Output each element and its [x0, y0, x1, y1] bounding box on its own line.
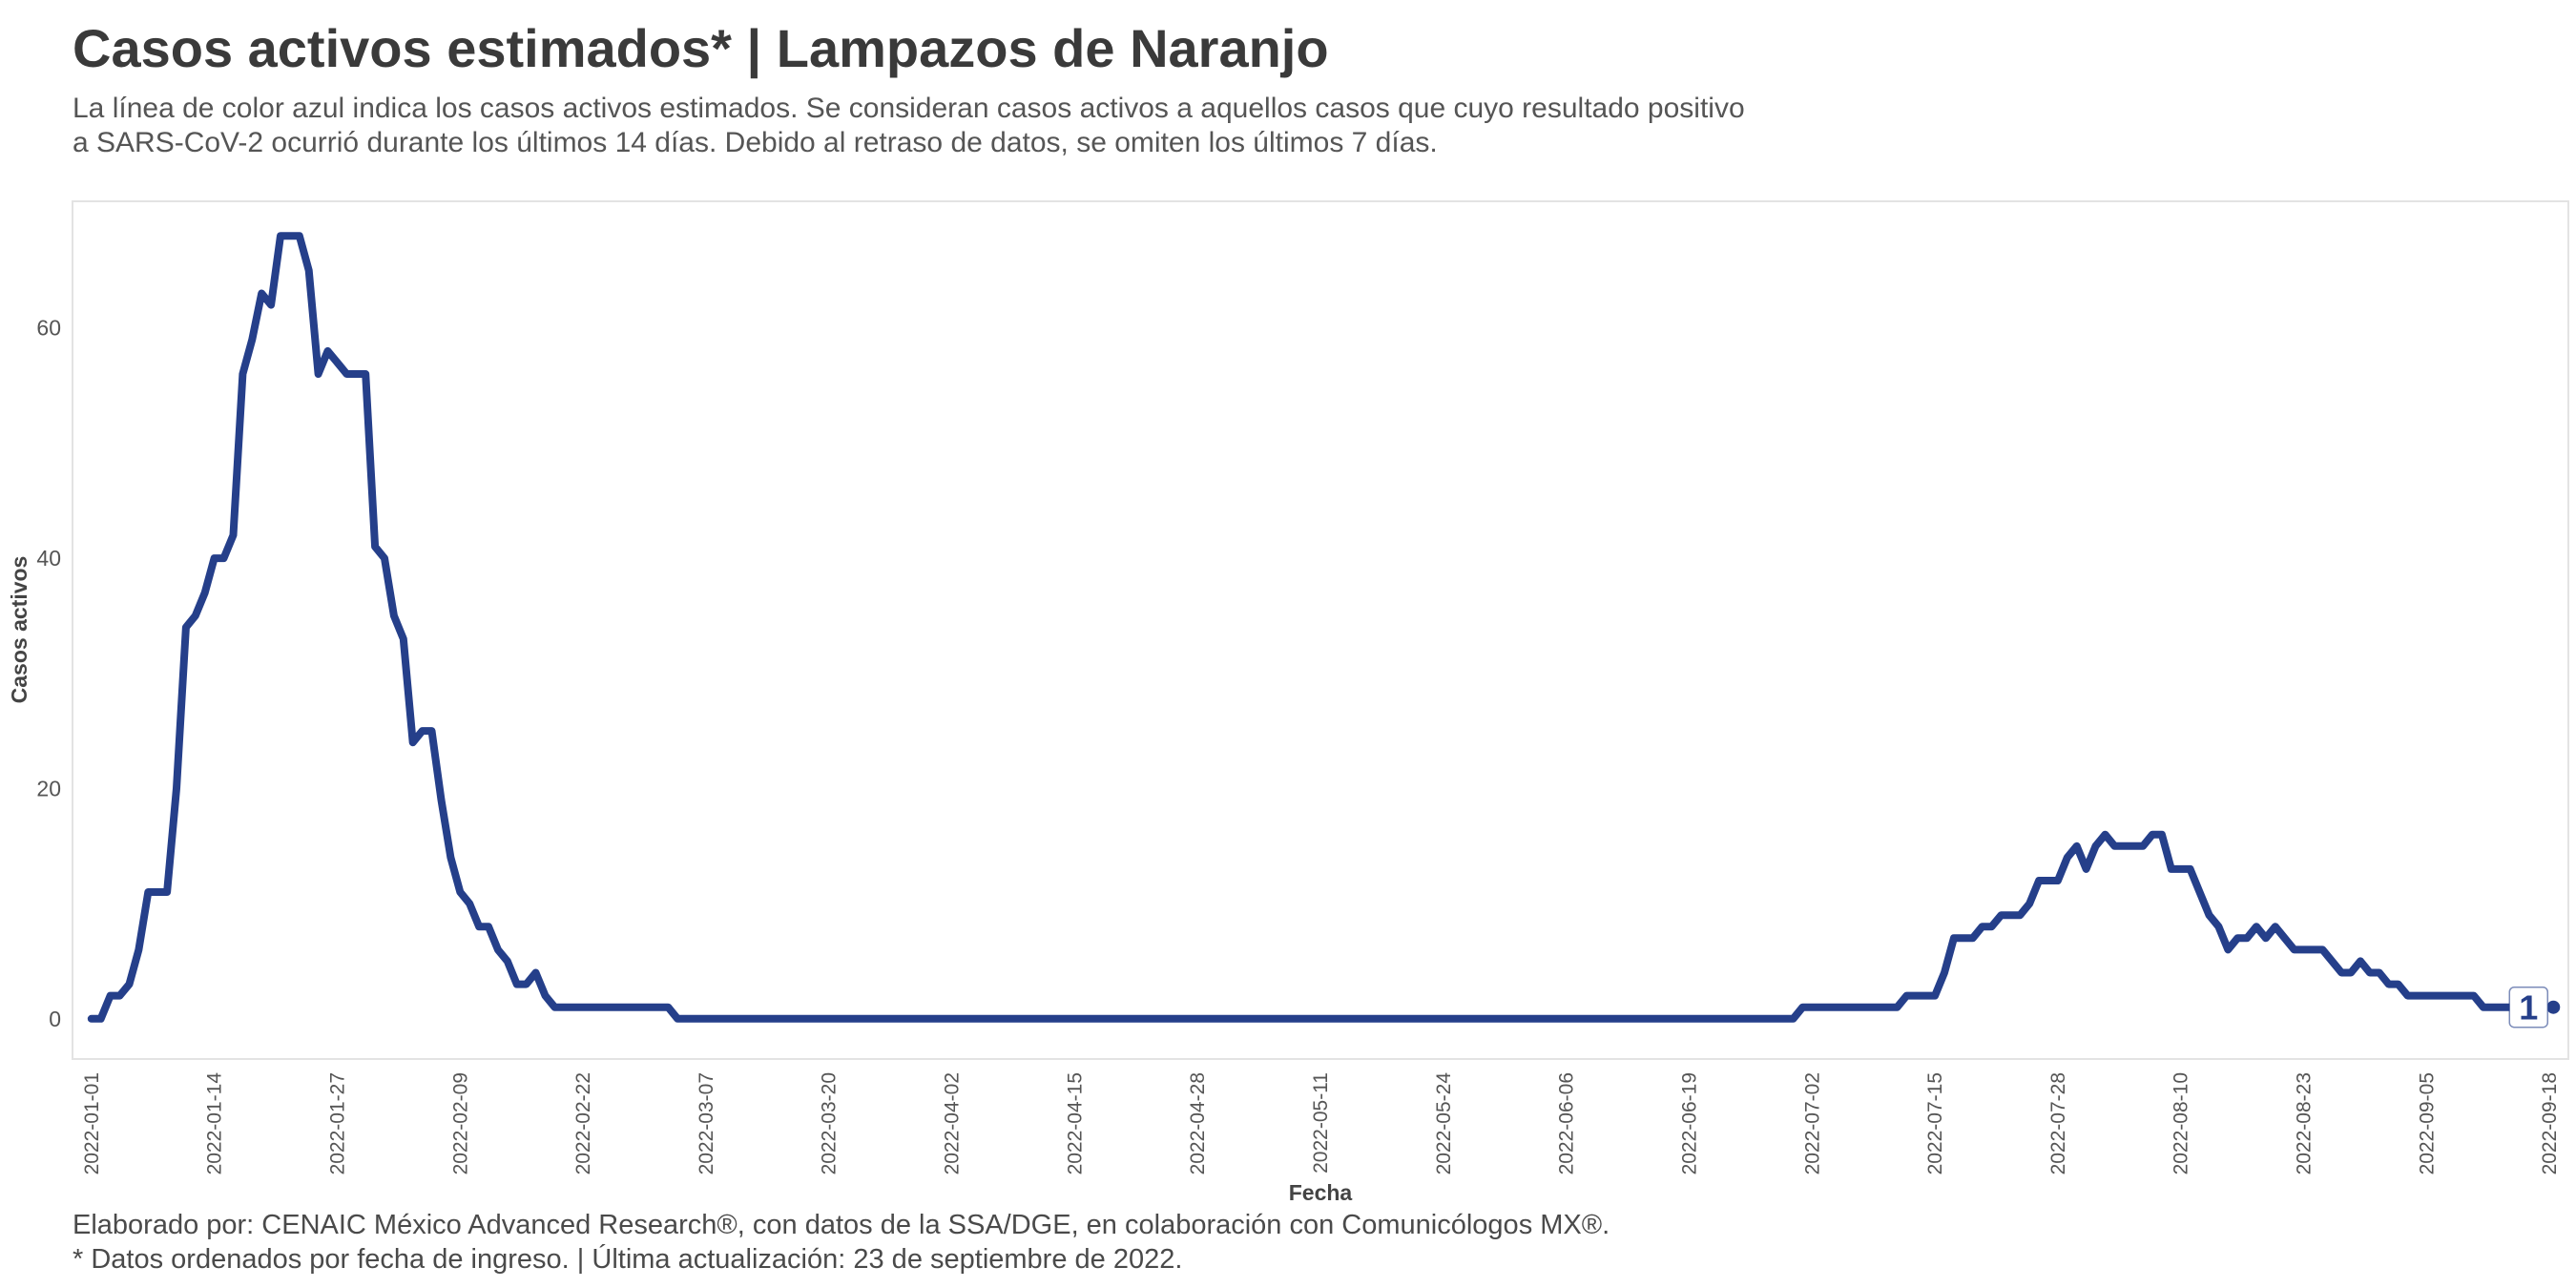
plot-panel [72, 200, 2569, 1060]
y-tick-label: 0 [49, 1007, 61, 1031]
chart-subtitle: La línea de color azul indica los casos … [73, 92, 1885, 160]
x-tick-label: 2022-01-01 [81, 1072, 103, 1174]
x-tick-label: 2022-06-06 [1556, 1072, 1578, 1174]
chart-caption: Elaborado por: CENAIC México Advanced Re… [73, 1208, 1610, 1277]
x-axis-title: Fecha [1289, 1180, 1353, 1205]
x-tick-label: 2022-08-10 [2171, 1072, 2192, 1174]
x-tick-label: 2022-04-28 [1187, 1072, 1209, 1174]
x-tick-label: 2022-07-02 [1801, 1072, 1823, 1174]
x-tick-label: 2022-05-24 [1433, 1072, 1455, 1175]
x-tick-label: 2022-02-09 [449, 1072, 471, 1174]
x-tick-label: 2022-03-07 [696, 1072, 717, 1174]
last-value-label: 1 [2508, 986, 2549, 1028]
x-tick-label: 2022-04-02 [942, 1072, 964, 1174]
x-tick-label: 2022-07-15 [1924, 1072, 1946, 1174]
y-tick-label: 60 [36, 316, 61, 341]
y-axis-title: Casos activos [7, 556, 31, 704]
y-axis-ticks: 0 20 40 60 [36, 316, 61, 1031]
y-tick-label: 20 [36, 776, 61, 800]
caption-line-2: * Datos ordenados por fecha de ingreso. … [73, 1244, 1183, 1275]
x-tick-label: 2022-09-05 [2416, 1072, 2438, 1174]
chart-title: Casos activos estimados* | Lampazos de N… [73, 18, 1329, 78]
x-tick-label: 2022-01-27 [326, 1072, 348, 1174]
caption-line-1: Elaborado por: CENAIC México Advanced Re… [73, 1210, 1610, 1240]
last-data-point [2546, 1000, 2561, 1014]
x-tick-label: 2022-05-11 [1310, 1072, 1332, 1174]
subtitle-line-2: a SARS-CoV-2 ocurrió durante los últimos… [73, 127, 1438, 158]
x-tick-label: 2022-06-19 [1678, 1072, 1700, 1174]
x-tick-label: 2022-02-22 [572, 1072, 594, 1174]
x-axis-ticks: 2022-01-01 2022-01-14 2022-01-27 2022-02-09… [81, 1072, 2561, 1175]
x-tick-label: 2022-08-23 [2294, 1072, 2316, 1174]
x-tick-label: 2022-04-15 [1064, 1072, 1086, 1174]
series-line-casos-activos [87, 232, 2545, 1023]
y-tick-label: 40 [36, 546, 61, 571]
x-tick-label: 2022-01-14 [204, 1072, 226, 1175]
x-tick-label: 2022-03-20 [819, 1072, 841, 1174]
last-value-label-text: 1 [2519, 988, 2538, 1028]
x-tick-label: 2022-07-28 [2047, 1072, 2069, 1174]
x-tick-label: 2022-09-18 [2539, 1072, 2561, 1174]
subtitle-line-1: La línea de color azul indica los casos … [73, 93, 1745, 124]
last-value-label-box [2508, 986, 2549, 1028]
